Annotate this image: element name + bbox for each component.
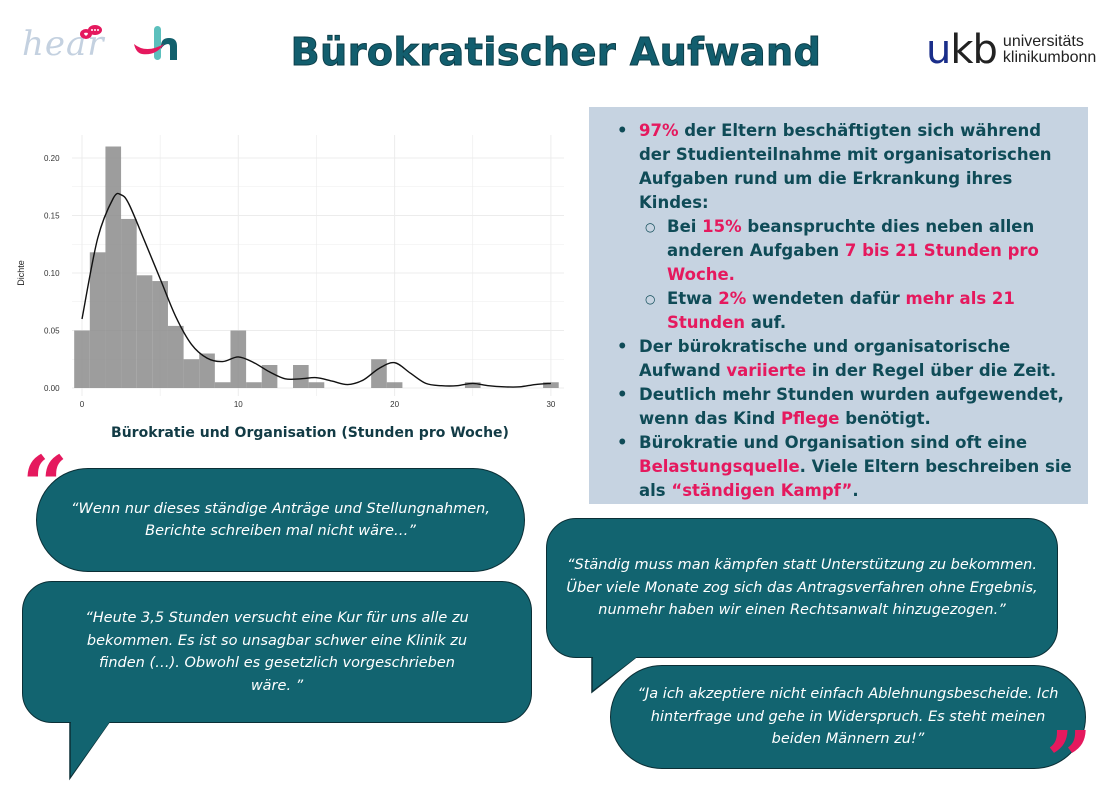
- histogram-bar: [371, 359, 387, 388]
- finding-15-percent: Bei 15% beanspruchte dies neben allen an…: [609, 215, 1074, 287]
- h-brand-logo: [134, 26, 177, 60]
- histogram-bar: [464, 382, 481, 388]
- ukb-mark: ukb: [926, 27, 998, 73]
- ukb-logo: ukb universitäts klinikumbonn: [926, 30, 1096, 70]
- finding-burden: Bürokratie und Organisation sind oft ein…: [609, 431, 1074, 503]
- histogram-bar: [246, 382, 262, 388]
- ukb-line2: klinikumbonn: [1003, 50, 1096, 66]
- page-title: Bürokratischer Aufwand: [290, 30, 822, 75]
- quote-bubble-1: “Wenn nur dieses ständige Anträge und St…: [36, 468, 525, 572]
- histogram-bar: [293, 365, 309, 388]
- histogram-bar: [152, 281, 168, 388]
- finding-care: Deutlich mehr Stunden wurden aufgewendet…: [609, 383, 1074, 431]
- quote-text-1: “Wenn nur dieses ständige Anträge und St…: [71, 500, 490, 540]
- histogram-bar: [308, 382, 325, 388]
- x-tick-label: 0: [80, 400, 85, 409]
- finding-variation: Der bürokratische und organisatorische A…: [609, 335, 1074, 383]
- histogram-bar: [386, 382, 403, 388]
- histogram-bar: [543, 382, 559, 388]
- x-tick-label: 20: [390, 400, 399, 409]
- key-findings-panel: 97% der Eltern beschäftigten sich währen…: [589, 107, 1088, 504]
- ukb-mark-kb: kb: [950, 27, 998, 73]
- histogram-bar: [183, 359, 200, 388]
- quote-bubble-4: “Ja ich akzeptiere nicht einfach Ablehnu…: [610, 665, 1086, 769]
- y-tick-label: 0.20: [44, 154, 60, 163]
- close-quote-icon: ”: [1046, 713, 1093, 807]
- histogram-bar: [136, 275, 153, 388]
- ukb-line2-a: klinikum: [1002, 49, 1061, 66]
- open-quote-icon: “: [22, 438, 69, 532]
- density-curve: [81, 192, 551, 388]
- histogram-bar: [261, 365, 278, 388]
- finding-2-percent: Etwa 2% wendeten dafür mehr als 21 Stund…: [609, 287, 1074, 335]
- speech-bubble-heart-icon: [80, 25, 102, 39]
- y-tick-label: 0.00: [44, 384, 60, 393]
- histogram-bar: [199, 353, 215, 388]
- histogram-bar: [214, 382, 231, 388]
- quote-text-2: “Heute 3,5 Stunden versucht eine Kur für…: [85, 610, 469, 694]
- y-tick-label: 0.15: [44, 212, 60, 221]
- histogram-bar: [105, 146, 122, 388]
- x-tick-label: 10: [234, 400, 243, 409]
- ukb-line2-b: bonn: [1060, 49, 1097, 66]
- histogram-bar: [167, 325, 184, 388]
- histogram-bar: [230, 330, 247, 388]
- histogram-bar: [74, 330, 90, 388]
- histogram-chart: 0.00 0.05 0.10 0.15 0.20 0 10 20 30 Dichte: [16, 135, 564, 409]
- quote-bubble-2: “Heute 3,5 Stunden versucht eine Kur für…: [22, 581, 532, 723]
- quote-text-3: “Ständig muss man kämpfen statt Unterstü…: [566, 557, 1038, 619]
- y-axis-label: Dichte: [16, 260, 26, 286]
- histogram-bar: [121, 218, 137, 388]
- chart-x-axis-label: Bürokratie und Organisation (Stunden pro…: [111, 425, 509, 441]
- quote-bubble-3: “Ständig muss man kämpfen statt Unterstü…: [546, 518, 1058, 658]
- quote-text-4: “Ja ich akzeptiere nicht einfach Ablehnu…: [637, 686, 1059, 748]
- histogram-bar: [89, 252, 106, 388]
- ukb-line1: universitäts: [1002, 33, 1084, 50]
- ukb-wordmark: universitäts klinikumbonn: [1003, 34, 1096, 66]
- y-tick-label: 0.10: [44, 269, 60, 278]
- x-tick-label: 30: [546, 400, 555, 409]
- finding-97-percent: 97% der Eltern beschäftigten sich währen…: [609, 119, 1074, 215]
- y-tick-label: 0.05: [44, 327, 60, 336]
- ukb-mark-u: u: [926, 27, 951, 73]
